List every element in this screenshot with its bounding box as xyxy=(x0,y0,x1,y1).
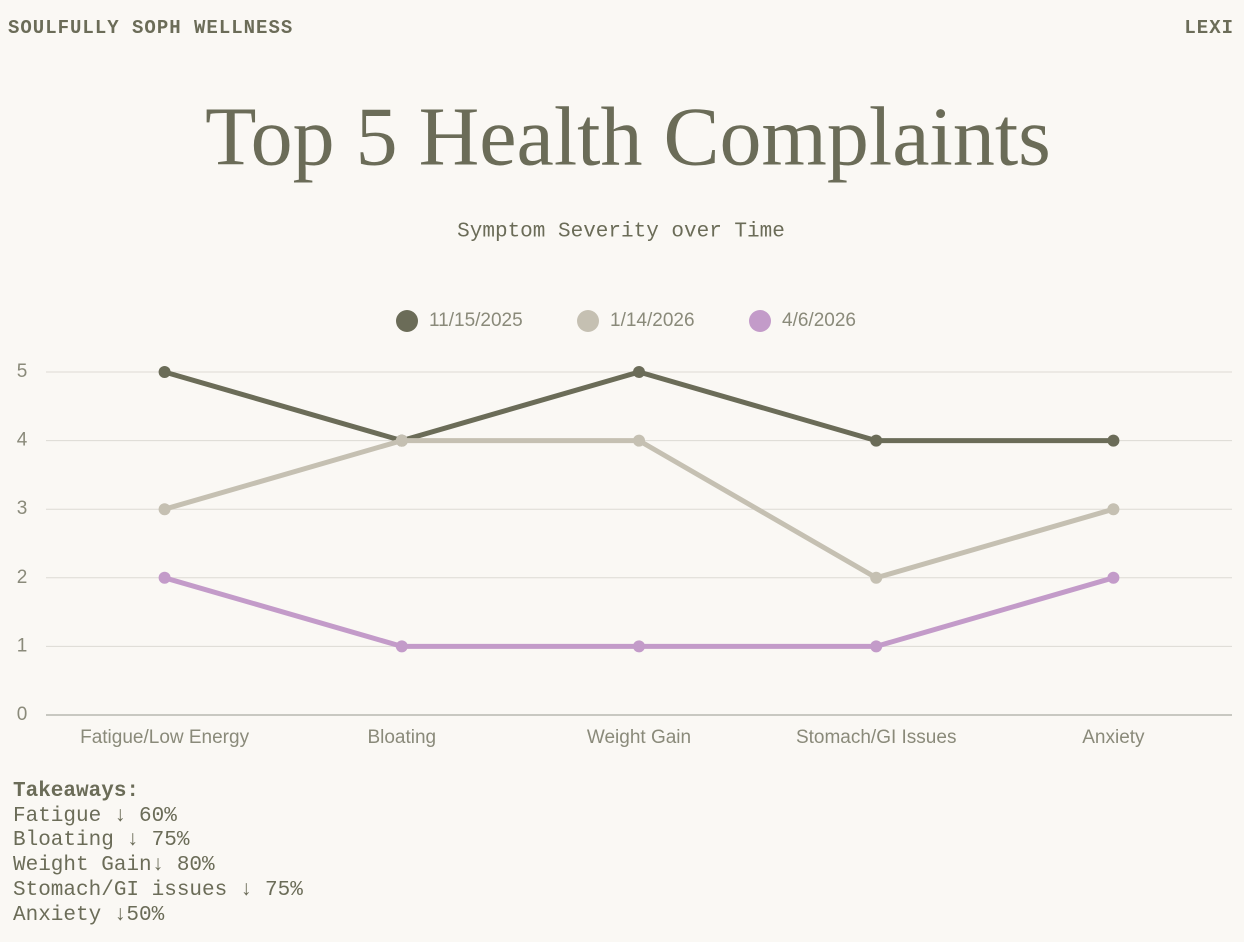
data-point xyxy=(870,434,883,447)
series-line xyxy=(163,575,1115,649)
takeaway-item: Bloating ↓ 75% xyxy=(13,829,190,853)
data-point xyxy=(1107,503,1120,516)
y-tick-label: 3 xyxy=(17,498,28,519)
legend-swatch xyxy=(396,310,418,332)
y-tick-label: 2 xyxy=(17,567,28,588)
legend-swatch xyxy=(749,310,771,332)
data-point xyxy=(395,640,408,653)
takeaways-title: Takeaways: xyxy=(13,780,140,803)
takeaway-item: Weight Gain↓ 80% xyxy=(13,854,215,878)
data-point xyxy=(158,366,171,378)
takeaways: Takeaways: Fatigue ↓ 60% Bloating ↓ 75% We… xyxy=(13,780,303,928)
x-tick-label: Stomach/GI Issues xyxy=(796,727,957,748)
chart: Top 5 Health Complaints Symptom Severity… xyxy=(17,90,1232,748)
takeaway-item: Stomach/GI issues ↓ 75% xyxy=(13,878,303,902)
data-point xyxy=(633,640,645,653)
data-point xyxy=(1107,434,1120,447)
y-tick-label: 0 xyxy=(17,704,28,725)
legend-label: 1/14/2026 xyxy=(610,310,695,331)
data-point xyxy=(870,640,883,653)
y-tick-label: 4 xyxy=(17,430,28,451)
chart-subtitle: Symptom Severity over Time xyxy=(457,221,785,244)
user-name: LEXI xyxy=(1184,17,1234,39)
legend-label: 11/15/2025 xyxy=(429,310,523,331)
x-tick-label: Fatigue/Low Energy xyxy=(80,727,249,748)
x-tick-label: Anxiety xyxy=(1082,727,1145,748)
y-tick-label: 1 xyxy=(17,635,28,656)
data-point xyxy=(870,571,883,584)
data-point xyxy=(395,434,408,447)
chart-title: Top 5 Health Complaints xyxy=(205,90,1051,183)
data-point xyxy=(633,366,645,378)
data-point xyxy=(1107,571,1120,584)
takeaway-item: Fatigue ↓ 60% xyxy=(13,804,177,828)
y-tick-label: 5 xyxy=(17,361,28,382)
data-point xyxy=(633,434,645,447)
series-line xyxy=(163,369,1114,444)
data-point xyxy=(158,503,171,516)
legend-swatch xyxy=(577,310,599,332)
takeaway-item: Anxiety ↓50% xyxy=(13,903,165,927)
brand: SOULFULLY SOPH WELLNESS xyxy=(8,17,294,39)
legend-label: 4/6/2026 xyxy=(782,310,856,331)
data-point xyxy=(158,571,171,584)
x-tick-label: Weight Gain xyxy=(587,727,691,748)
x-tick-label: Bloating xyxy=(367,727,436,748)
